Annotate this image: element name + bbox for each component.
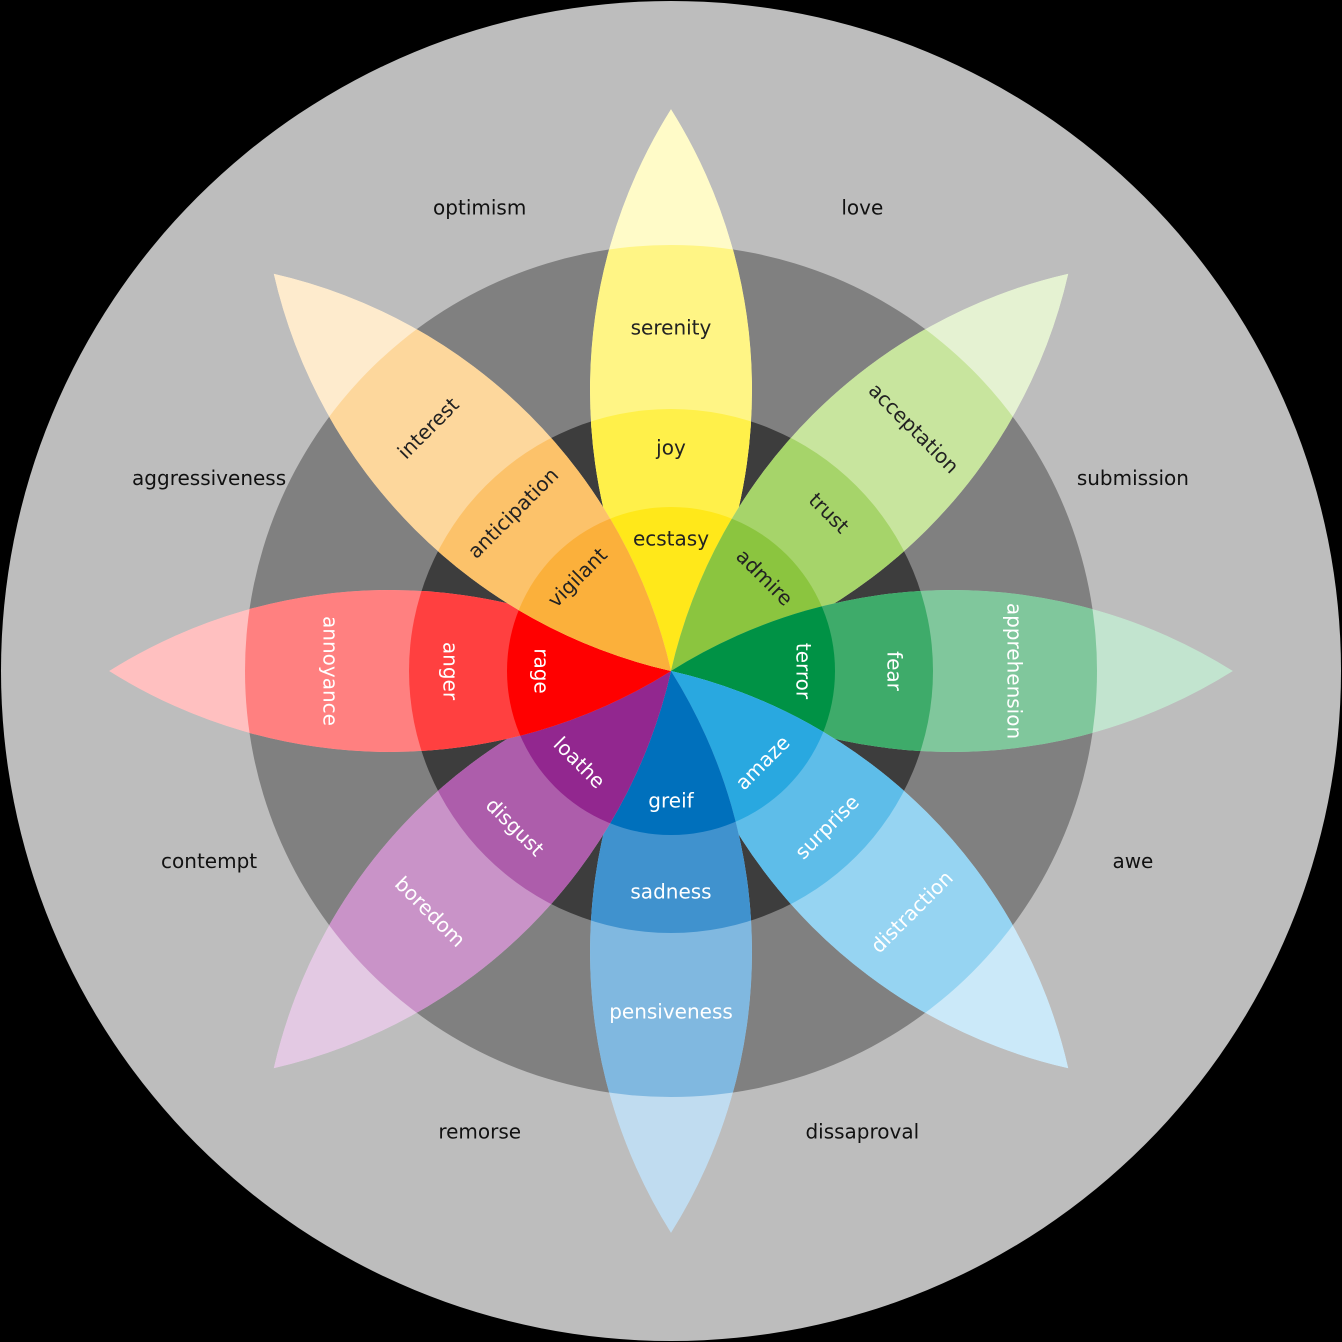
dyad-contempt: contempt (161, 849, 257, 873)
label-ecstasy: ecstasy (633, 527, 709, 551)
label-joy: joy (655, 436, 686, 460)
dyad-remorse: remorse (438, 1119, 521, 1143)
petal-fear (671, 589, 1233, 753)
label-rage: rage (530, 648, 554, 693)
petal-sadness (589, 671, 753, 1233)
petal-anger (109, 589, 671, 753)
label-anger: anger (439, 642, 463, 701)
dyad-awe: awe (1112, 849, 1153, 873)
label-sadness: sadness (630, 880, 711, 904)
label-greif: greif (648, 789, 694, 813)
dyad-love: love (841, 196, 883, 220)
dyad-dissaproval: dissaproval (805, 1119, 919, 1143)
dyad-aggressiveness: aggressiveness (132, 466, 286, 490)
label-serenity: serenity (631, 316, 712, 340)
label-annoyance: annoyance (319, 616, 343, 726)
label-fear: fear (883, 651, 907, 692)
dyad-submission: submission (1077, 466, 1189, 490)
petal-joy (589, 109, 753, 671)
label-apprehension: apprehension (1003, 603, 1027, 739)
label-terror: terror (792, 643, 816, 700)
dyad-labels: love submission awe dissaproval remorse conte… (132, 196, 1189, 1144)
label-pensiveness: pensiveness (609, 1000, 733, 1024)
dyad-optimism: optimism (433, 196, 526, 220)
